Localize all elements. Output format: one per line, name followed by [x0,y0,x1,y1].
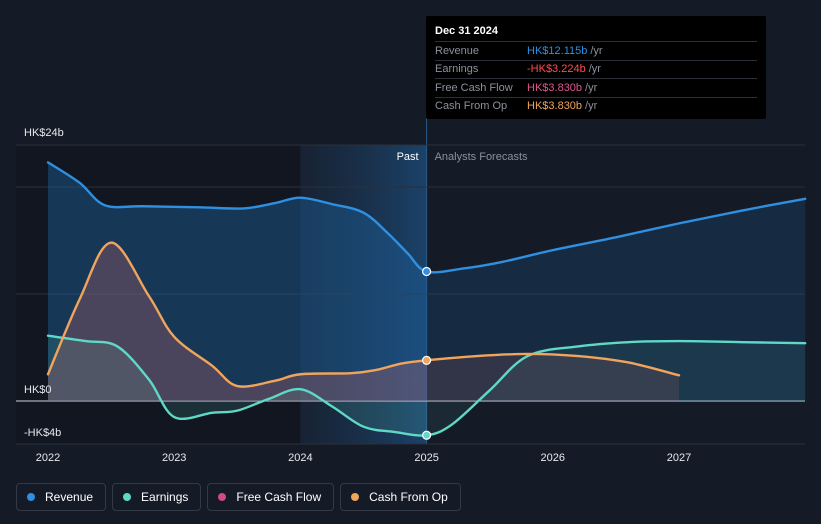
x-tick-label: 2027 [667,452,691,464]
legend-dot-icon [27,493,35,501]
tooltip-value: HK$3.830b [527,100,583,113]
y-axis-label: HK$24b [24,127,64,139]
y-axis-label: HK$0 [24,384,52,396]
tooltip-unit: /yr [585,81,598,94]
legend-label: Revenue [45,490,94,504]
earnings-line [46,334,807,437]
tooltip-row-earnings: Earnings -HK$3.224b /yr [435,59,757,79]
tooltip-label: Free Cash Flow [435,81,513,94]
tooltip-row-revenue: Revenue HK$12.115b /yr [435,41,757,60]
legend-item-cash-from-op[interactable]: Cash From Op [340,483,461,511]
x-tick-label: 2023 [162,452,186,464]
legend-item-free-cash-flow[interactable]: Free Cash Flow [207,483,335,511]
tooltip-value: HK$12.115b [527,44,588,57]
revenue-area-forecast [426,198,806,401]
legend-dot-icon [218,493,227,501]
tooltip-value: HK$3.830b [527,81,583,94]
cash-from-op-marker [422,355,432,365]
tooltip-label: Earnings [435,63,479,76]
earnings-marker [422,430,432,440]
tooltip-unit: /yr [588,63,601,76]
earnings-area-past [48,335,427,436]
tooltip-unit: /yr [585,100,598,113]
forecast-label: Analysts Forecasts [435,151,528,163]
legend: Revenue Earnings Free Cash Flow Cash Fro… [16,483,467,511]
revenue-line [46,161,807,274]
cash-from-op-line [46,241,681,388]
legend-dot-icon [123,493,132,501]
past-label: Past [397,151,419,163]
earnings-area-forecast [426,341,806,436]
legend-item-earnings[interactable]: Earnings [112,483,202,511]
y-axis-label: -HK$4b [24,427,61,439]
tooltip-label: Revenue [435,44,480,57]
cash-from-op-area-past [48,242,427,401]
revenue-marker [422,266,432,277]
legend-dot-icon [351,493,360,501]
tooltip-date: Dec 31 2024 [435,25,498,37]
tooltip-value: -HK$3.224b [527,63,586,76]
tooltip-label: Cash From Op [435,100,508,113]
tooltip-row-cash-from-op: Cash From Op HK$3.830b /yr [435,96,757,116]
legend-item-revenue[interactable]: Revenue [16,483,107,511]
x-tick-label: 2024 [288,452,312,464]
tooltip: Dec 31 2024 Revenue HK$12.115b /yr Earni… [426,16,766,119]
x-tick-label: 2022 [36,452,60,464]
tooltip-row-free-cash-flow: Free Cash Flow HK$3.830b /yr [435,78,757,97]
x-tick-label: 2026 [541,452,565,464]
legend-label: Cash From Op [369,490,448,504]
x-tick-label: 2025 [414,452,438,464]
legend-label: Free Cash Flow [236,490,322,504]
revenue-area-past [48,162,427,401]
legend-label: Earnings [141,490,189,504]
tooltip-unit: /yr [590,44,603,57]
